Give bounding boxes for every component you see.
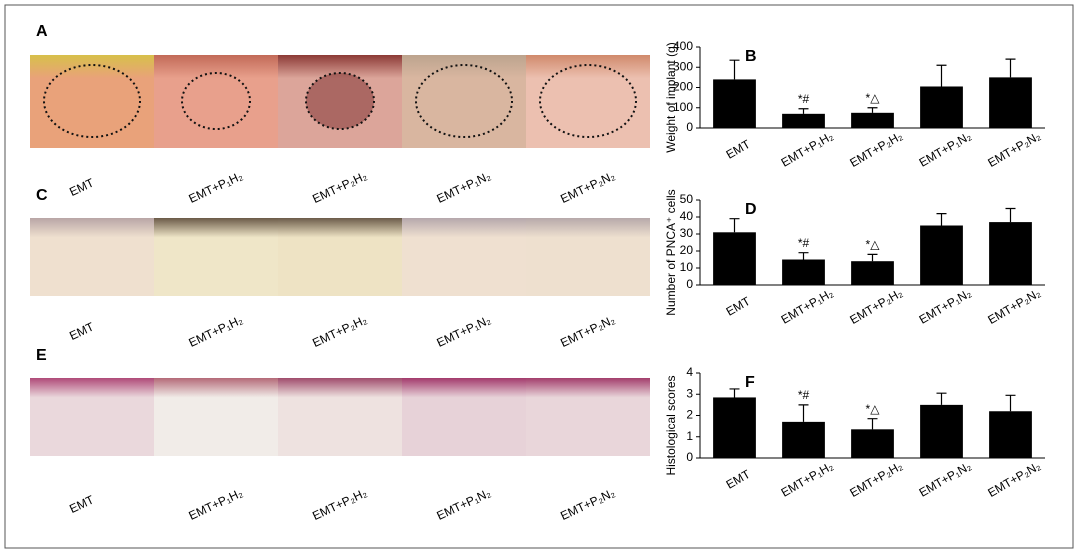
y-tick-label: 10 bbox=[680, 260, 694, 274]
lesion-outline bbox=[305, 72, 375, 130]
image-tile bbox=[30, 55, 154, 148]
image-tile bbox=[526, 218, 650, 296]
lesion-outline bbox=[181, 72, 251, 130]
y-tick-label: 2 bbox=[686, 408, 693, 422]
error-bar bbox=[798, 252, 809, 260]
image-tile bbox=[278, 218, 402, 296]
y-tick-label: 30 bbox=[680, 226, 694, 240]
y-tick-label: 50 bbox=[680, 192, 694, 206]
bar bbox=[713, 79, 756, 128]
y-axis-title: Histological scores bbox=[664, 375, 678, 475]
significance-label: *△ bbox=[866, 238, 881, 252]
significance-label: *△ bbox=[866, 91, 881, 105]
lesion-outline bbox=[539, 64, 637, 138]
y-tick-label: 400 bbox=[673, 39, 693, 53]
bar bbox=[920, 404, 963, 458]
error-bar bbox=[867, 418, 878, 430]
image-tile bbox=[402, 378, 526, 456]
significance-label: *# bbox=[798, 388, 810, 402]
image-tile bbox=[154, 378, 278, 456]
y-axis-title: Number of PNCA⁺ cells bbox=[664, 189, 678, 315]
y-tick-label: 0 bbox=[686, 120, 693, 134]
bar bbox=[851, 261, 894, 285]
image-tile bbox=[30, 218, 154, 296]
y-tick-label: 3 bbox=[686, 386, 693, 400]
error-bar bbox=[729, 218, 740, 233]
y-tick-label: 20 bbox=[680, 243, 694, 257]
panel-label: D bbox=[745, 201, 757, 218]
image-tile bbox=[154, 218, 278, 296]
image-tile bbox=[402, 218, 526, 296]
bar bbox=[920, 86, 963, 128]
y-tick-label: 200 bbox=[673, 80, 693, 94]
y-axis-title: Weight of implant (g) bbox=[664, 42, 678, 153]
bar bbox=[989, 77, 1032, 128]
bar bbox=[713, 397, 756, 458]
error-bar bbox=[1005, 207, 1016, 223]
image-tile bbox=[526, 378, 650, 456]
error-bar bbox=[729, 59, 740, 80]
lesion-outline bbox=[415, 64, 513, 138]
error-bar bbox=[1005, 58, 1016, 78]
error-bar bbox=[867, 253, 878, 262]
image-tile bbox=[402, 55, 526, 148]
panel-label: E bbox=[36, 347, 47, 364]
image-tile bbox=[526, 55, 650, 148]
panel-label: F bbox=[745, 374, 755, 391]
panel-label: B bbox=[745, 48, 757, 65]
error-bar bbox=[867, 107, 878, 113]
panel-label: A bbox=[36, 23, 48, 40]
bar bbox=[989, 411, 1032, 458]
bar bbox=[989, 222, 1032, 285]
bar bbox=[851, 112, 894, 128]
bar bbox=[782, 421, 825, 458]
bar bbox=[782, 113, 825, 128]
error-bar bbox=[729, 388, 740, 398]
image-tile bbox=[154, 55, 278, 148]
y-tick-label: 4 bbox=[686, 365, 693, 379]
y-tick-label: 100 bbox=[673, 100, 693, 114]
y-tick-label: 40 bbox=[680, 209, 694, 223]
error-bar bbox=[936, 64, 947, 87]
significance-label: *# bbox=[798, 236, 810, 250]
error-bar bbox=[798, 108, 809, 114]
bar bbox=[920, 225, 963, 285]
image-tile bbox=[278, 378, 402, 456]
y-tick-label: 0 bbox=[686, 450, 693, 464]
y-tick-label: 300 bbox=[673, 59, 693, 73]
error-bar bbox=[798, 404, 809, 422]
image-tile bbox=[30, 378, 154, 456]
y-tick-label: 1 bbox=[686, 429, 693, 443]
error-bar bbox=[936, 213, 947, 226]
y-tick-label: 0 bbox=[686, 277, 693, 291]
significance-label: *△ bbox=[866, 402, 881, 416]
bar bbox=[782, 259, 825, 285]
panel-label: C bbox=[36, 187, 48, 204]
error-bar bbox=[936, 392, 947, 405]
significance-label: *# bbox=[798, 92, 810, 106]
error-bar bbox=[1005, 394, 1016, 412]
bar bbox=[851, 429, 894, 458]
lesion-outline bbox=[43, 64, 141, 138]
bar bbox=[713, 232, 756, 285]
